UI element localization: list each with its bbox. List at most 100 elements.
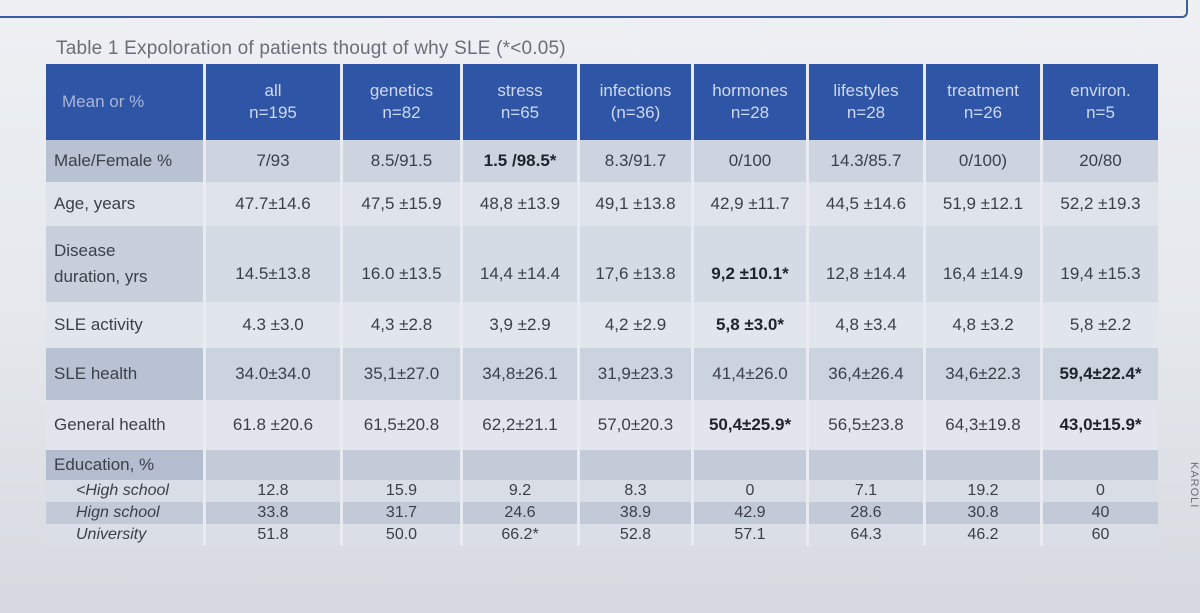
row-label: SLE health — [46, 348, 203, 400]
table-cell: 52,2 ±19.3 — [1040, 182, 1158, 226]
table-cell: 7/93 — [203, 140, 340, 182]
table-cell-empty — [806, 450, 923, 480]
table-cell-significant: 43,0±15.9* — [1040, 400, 1158, 450]
table-cell: 61.8 ±20.6 — [203, 400, 340, 450]
table-cell: 4,8 ±3.4 — [806, 302, 923, 348]
header-n: n=5 — [1086, 103, 1115, 122]
table-cell-significant: 59,4±22.4* — [1040, 348, 1158, 400]
header-all: all n=195 — [203, 64, 340, 140]
row-label: Male/Female % — [46, 140, 203, 182]
header-infections: infections (n=36) — [577, 64, 691, 140]
table-cell: 0 — [691, 480, 806, 502]
table-cell: 42.9 — [691, 502, 806, 524]
table-cell: 5,8 ±2.2 — [1040, 302, 1158, 348]
header-lifestyles: lifestyles n=28 — [806, 64, 923, 140]
row-label: Disease duration, yrs — [46, 226, 203, 302]
table-caption: Table 1 Expoloration of patients thougt … — [56, 38, 566, 59]
table-cell: 16.0 ±13.5 — [340, 226, 460, 302]
table-cell: 50.0 — [340, 524, 460, 546]
table-cell: 57,0±20.3 — [577, 400, 691, 450]
table-cell: 34,6±22.3 — [923, 348, 1040, 400]
header-label: infections — [599, 81, 672, 100]
table-cell: 46.2 — [923, 524, 1040, 546]
table-cell: 52.8 — [577, 524, 691, 546]
header-label: environ. — [1070, 81, 1131, 100]
table-row-education: Education, % — [46, 450, 1158, 480]
table-cell: 4,8 ±3.2 — [923, 302, 1040, 348]
table-cell: 48,8 ±13.9 — [460, 182, 577, 226]
row-label: Hign school — [46, 502, 203, 524]
table-cell: 3,9 ±2.9 — [460, 302, 577, 348]
table-cell-empty — [203, 450, 340, 480]
table-row-sle-activity: SLE activity 4.3 ±3.0 4,3 ±2.8 3,9 ±2.9 … — [46, 302, 1158, 348]
header-n: n=28 — [846, 103, 886, 122]
results-table-wrapper: Mean or % all n=195 genetics n=82 stress n=… — [46, 64, 1158, 546]
logo-stamp: KAROLI — [1188, 462, 1200, 509]
header-label: all — [264, 81, 282, 100]
table-row-disease-duration: Disease duration, yrs 14.5±13.8 16.0 ±13.… — [46, 226, 1158, 302]
table-cell: 51,9 ±12.1 — [923, 182, 1040, 226]
table-cell: 57.1 — [691, 524, 806, 546]
table-cell: 64.3 — [806, 524, 923, 546]
table-row-less-than-high-school: <High school 12.8 15.9 9.2 8.3 0 7.1 19.… — [46, 480, 1158, 502]
table-cell: 38.9 — [577, 502, 691, 524]
table-cell: 19.2 — [923, 480, 1040, 502]
header-label: treatment — [947, 81, 1019, 100]
table-cell: 8.5/91.5 — [340, 140, 460, 182]
header-environ: environ. n=5 — [1040, 64, 1158, 140]
table-cell-empty — [340, 450, 460, 480]
table-cell: 66.2* — [460, 524, 577, 546]
table-cell: 41,4±26.0 — [691, 348, 806, 400]
header-hormones: hormones n=28 — [691, 64, 806, 140]
table-cell: 12,8 ±14.4 — [806, 226, 923, 302]
row-label-line: duration, yrs — [54, 267, 148, 286]
table-cell: 19,4 ±15.3 — [1040, 226, 1158, 302]
row-label-line: Disease — [54, 241, 116, 260]
table-cell: 40 — [1040, 502, 1158, 524]
table-row-male-female: Male/Female % 7/93 8.5/91.5 1.5 /98.5* 8… — [46, 140, 1158, 182]
table-cell-empty — [691, 450, 806, 480]
table-cell-significant: 5,8 ±3.0* — [691, 302, 806, 348]
table-cell: 8.3/91.7 — [577, 140, 691, 182]
table-row-high-school: Hign school 33.8 31.7 24.6 38.9 42.9 28.… — [46, 502, 1158, 524]
table-cell-significant: 9,2 ±10.1* — [691, 226, 806, 302]
header-treatment: treatment n=26 — [923, 64, 1040, 140]
row-label: Education, % — [46, 450, 203, 480]
table-cell: 4.3 ±3.0 — [203, 302, 340, 348]
table-cell: 47,5 ±15.9 — [340, 182, 460, 226]
header-label: lifestyles — [833, 81, 899, 100]
header-stress: stress n=65 — [460, 64, 577, 140]
table-cell: 0 — [1040, 480, 1158, 502]
row-label: <High school — [46, 480, 203, 502]
table-cell: 36,4±26.4 — [806, 348, 923, 400]
table-cell-significant: 1.5 /98.5* — [460, 140, 577, 182]
table-cell-empty — [577, 450, 691, 480]
table-row-university: University 51.8 50.0 66.2* 52.8 57.1 64.… — [46, 524, 1158, 546]
table-cell: 31,9±23.3 — [577, 348, 691, 400]
table-cell: 30.8 — [923, 502, 1040, 524]
table-cell: 20/80 — [1040, 140, 1158, 182]
table-cell: 17,6 ±13.8 — [577, 226, 691, 302]
table-cell: 61,5±20.8 — [340, 400, 460, 450]
table-cell: 34,8±26.1 — [460, 348, 577, 400]
header-n: n=28 — [730, 103, 770, 122]
header-n: n=65 — [500, 103, 540, 122]
table-cell: 16,4 ±14.9 — [923, 226, 1040, 302]
table-cell: 14.5±13.8 — [203, 226, 340, 302]
table-cell: 47.7±14.6 — [203, 182, 340, 226]
table-cell: 15.9 — [340, 480, 460, 502]
table-cell: 12.8 — [203, 480, 340, 502]
table-row-sle-health: SLE health 34.0±34.0 35,1±27.0 34,8±26.1… — [46, 348, 1158, 400]
table-cell: 14,4 ±14.4 — [460, 226, 577, 302]
table-cell: 64,3±19.8 — [923, 400, 1040, 450]
table-cell: 62,2±21.1 — [460, 400, 577, 450]
table-cell: 4,2 ±2.9 — [577, 302, 691, 348]
table-cell: 51.8 — [203, 524, 340, 546]
header-label: genetics — [369, 81, 434, 100]
table-cell: 60 — [1040, 524, 1158, 546]
header-n: n=195 — [249, 103, 297, 122]
slide-frame — [0, 0, 1188, 18]
table-cell: 35,1±27.0 — [340, 348, 460, 400]
table-row-general-health: General health 61.8 ±20.6 61,5±20.8 62,2… — [46, 400, 1158, 450]
